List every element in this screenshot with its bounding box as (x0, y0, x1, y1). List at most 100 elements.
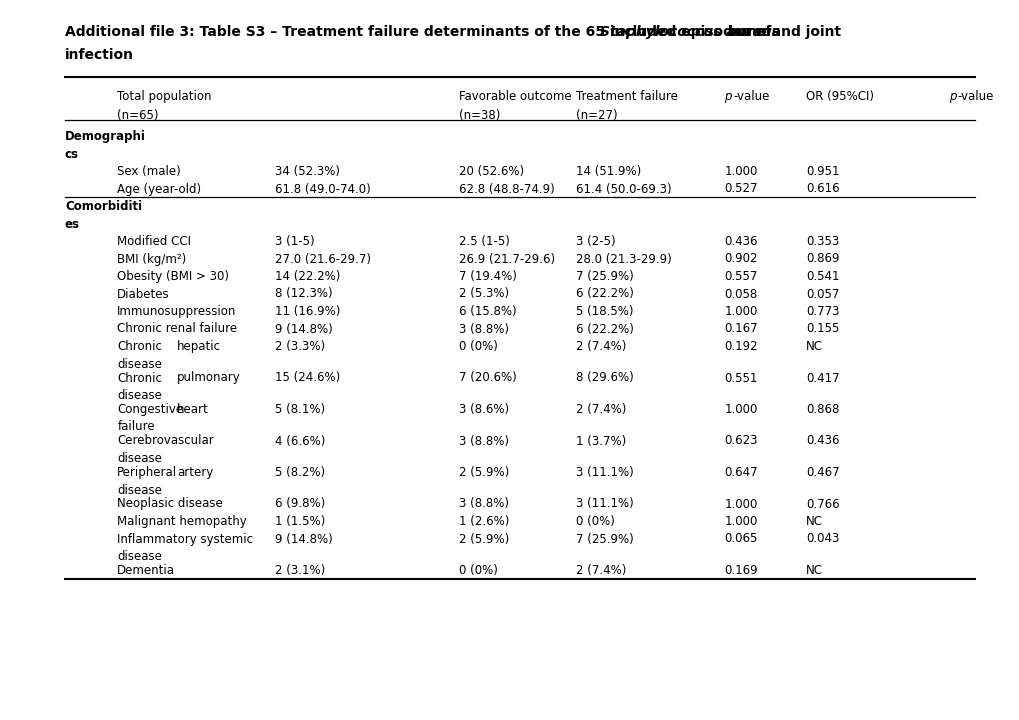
Text: 2 (5.9%): 2 (5.9%) (459, 466, 508, 479)
Text: bone and joint: bone and joint (721, 25, 840, 39)
Text: Neoplasic disease: Neoplasic disease (117, 498, 223, 510)
Text: 28.0 (21.3-29.9): 28.0 (21.3-29.9) (576, 253, 672, 266)
Text: 14 (22.2%): 14 (22.2%) (275, 270, 340, 283)
Text: 0 (0%): 0 (0%) (576, 515, 614, 528)
Text: 2.5 (1-5): 2.5 (1-5) (459, 235, 510, 248)
Text: 9 (14.8%): 9 (14.8%) (275, 323, 333, 336)
Text: 2 (7.4%): 2 (7.4%) (576, 340, 626, 353)
Text: 34 (52.3%): 34 (52.3%) (275, 165, 340, 178)
Text: 0.353: 0.353 (805, 235, 839, 248)
Text: 1 (3.7%): 1 (3.7%) (576, 434, 626, 448)
Text: cs: cs (65, 148, 78, 161)
Text: 0.541: 0.541 (805, 270, 839, 283)
Text: 1.000: 1.000 (723, 165, 757, 178)
Text: 61.4 (50.0-69.3): 61.4 (50.0-69.3) (576, 182, 672, 196)
Text: 2 (3.1%): 2 (3.1%) (275, 564, 325, 577)
Text: p: p (723, 90, 731, 103)
Text: 0.058: 0.058 (723, 287, 757, 300)
Text: Sex (male): Sex (male) (117, 165, 181, 178)
Text: 0.616: 0.616 (805, 182, 839, 196)
Text: 0 (0%): 0 (0%) (459, 340, 497, 353)
Text: 0.527: 0.527 (723, 182, 757, 196)
Text: 1.000: 1.000 (723, 403, 757, 416)
Text: Cerebrovascular: Cerebrovascular (117, 434, 214, 448)
Text: Additional file 3: Table S3 – Treatment failure determinants of the 65 included : Additional file 3: Table S3 – Treatment … (65, 25, 775, 39)
Text: disease: disease (117, 484, 162, 497)
Text: Dementia: Dementia (117, 564, 175, 577)
Text: artery: artery (177, 466, 213, 479)
Text: 7 (25.9%): 7 (25.9%) (576, 270, 634, 283)
Text: Demographi: Demographi (65, 130, 146, 143)
Text: 5 (8.1%): 5 (8.1%) (275, 403, 325, 416)
Text: 1.000: 1.000 (723, 498, 757, 510)
Text: 2 (7.4%): 2 (7.4%) (576, 564, 626, 577)
Text: (n=38): (n=38) (459, 109, 500, 122)
Text: disease: disease (117, 452, 162, 465)
Text: 0.155: 0.155 (805, 323, 839, 336)
Text: 7 (19.4%): 7 (19.4%) (459, 270, 517, 283)
Text: 3 (11.1%): 3 (11.1%) (576, 466, 634, 479)
Text: failure: failure (117, 420, 155, 433)
Text: 1 (2.6%): 1 (2.6%) (459, 515, 508, 528)
Text: 8 (12.3%): 8 (12.3%) (275, 287, 332, 300)
Text: infection: infection (65, 48, 133, 62)
Text: disease: disease (117, 358, 162, 371)
Text: Inflammatory systemic: Inflammatory systemic (117, 533, 253, 546)
Text: 0.869: 0.869 (805, 253, 839, 266)
Text: 0.417: 0.417 (805, 372, 839, 384)
Text: 0.902: 0.902 (723, 253, 757, 266)
Text: Chronic renal failure: Chronic renal failure (117, 323, 237, 336)
Text: -value: -value (957, 90, 993, 103)
Text: 27.0 (21.6-29.7): 27.0 (21.6-29.7) (275, 253, 371, 266)
Text: Congestive: Congestive (117, 403, 183, 416)
Text: 0.169: 0.169 (723, 564, 757, 577)
Text: Obesity (BMI > 30): Obesity (BMI > 30) (117, 270, 229, 283)
Text: 0.647: 0.647 (723, 466, 757, 479)
Text: 0.951: 0.951 (805, 165, 839, 178)
Text: Immunosuppression: Immunosuppression (117, 305, 236, 318)
Text: Chronic: Chronic (117, 372, 162, 384)
Text: es: es (65, 217, 79, 230)
Text: 62.8 (48.8-74.9): 62.8 (48.8-74.9) (459, 182, 554, 196)
Text: Total population: Total population (117, 90, 212, 103)
Text: (n=27): (n=27) (576, 109, 618, 122)
Text: Malignant hemopathy: Malignant hemopathy (117, 515, 247, 528)
Text: 3 (1-5): 3 (1-5) (275, 235, 315, 248)
Text: 3 (8.8%): 3 (8.8%) (459, 323, 508, 336)
Text: 3 (11.1%): 3 (11.1%) (576, 498, 634, 510)
Text: 0.868: 0.868 (805, 403, 839, 416)
Text: disease: disease (117, 550, 162, 563)
Text: Chronic: Chronic (117, 340, 162, 353)
Text: 6 (22.2%): 6 (22.2%) (576, 323, 634, 336)
Text: 3 (2-5): 3 (2-5) (576, 235, 615, 248)
Text: 6 (9.8%): 6 (9.8%) (275, 498, 325, 510)
Text: heart: heart (177, 403, 209, 416)
Text: 7 (25.9%): 7 (25.9%) (576, 533, 634, 546)
Text: 2 (3.3%): 2 (3.3%) (275, 340, 325, 353)
Text: 1 (1.5%): 1 (1.5%) (275, 515, 325, 528)
Text: Staphylococcus aureus: Staphylococcus aureus (600, 25, 780, 39)
Text: 5 (8.2%): 5 (8.2%) (275, 466, 325, 479)
Text: 0.436: 0.436 (723, 235, 757, 248)
Text: Diabetes: Diabetes (117, 287, 170, 300)
Text: 61.8 (49.0-74.0): 61.8 (49.0-74.0) (275, 182, 371, 196)
Text: Treatment failure: Treatment failure (576, 90, 678, 103)
Text: 3 (8.8%): 3 (8.8%) (459, 498, 508, 510)
Text: 26.9 (21.7-29.6): 26.9 (21.7-29.6) (459, 253, 554, 266)
Text: 0.467: 0.467 (805, 466, 839, 479)
Text: 20 (52.6%): 20 (52.6%) (459, 165, 524, 178)
Text: 4 (6.6%): 4 (6.6%) (275, 434, 325, 448)
Text: Favorable outcome: Favorable outcome (459, 90, 571, 103)
Text: 6 (22.2%): 6 (22.2%) (576, 287, 634, 300)
Text: 0.065: 0.065 (723, 533, 757, 546)
Text: 2 (5.3%): 2 (5.3%) (459, 287, 508, 300)
Text: 14 (51.9%): 14 (51.9%) (576, 165, 641, 178)
Text: hepatic: hepatic (177, 340, 221, 353)
Text: 0.043: 0.043 (805, 533, 839, 546)
Text: 11 (16.9%): 11 (16.9%) (275, 305, 340, 318)
Text: disease: disease (117, 389, 162, 402)
Text: -value: -value (733, 90, 768, 103)
Text: 2 (5.9%): 2 (5.9%) (459, 533, 508, 546)
Text: 9 (14.8%): 9 (14.8%) (275, 533, 333, 546)
Text: BMI (kg/m²): BMI (kg/m²) (117, 253, 186, 266)
